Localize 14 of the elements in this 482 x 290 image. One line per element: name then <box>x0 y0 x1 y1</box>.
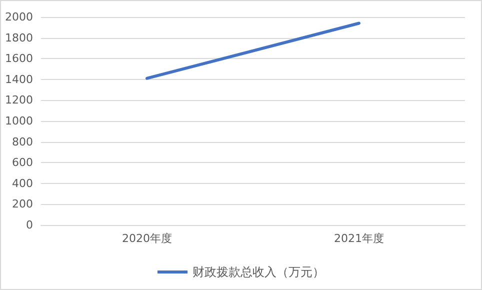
y-tick-label: 200 <box>12 198 33 211</box>
y-tick-label: 800 <box>12 135 33 148</box>
y-tick-label: 0 <box>26 218 33 232</box>
y-tick-label: 1200 <box>5 94 33 107</box>
y-tick-label: 1800 <box>5 31 33 44</box>
y-tick-label: 400 <box>12 176 33 190</box>
legend-label: 财政拨款总收入（万元） <box>192 265 324 279</box>
x-tick-label: 2021年度 <box>334 232 384 245</box>
y-tick-label: 1000 <box>5 114 33 128</box>
y-tick-label: 600 <box>12 156 33 170</box>
x-tick-label: 2020年度 <box>122 232 172 245</box>
y-tick-label: 1400 <box>5 72 33 86</box>
y-tick-label: 2000 <box>5 10 33 24</box>
y-tick-label: 1600 <box>5 52 33 66</box>
